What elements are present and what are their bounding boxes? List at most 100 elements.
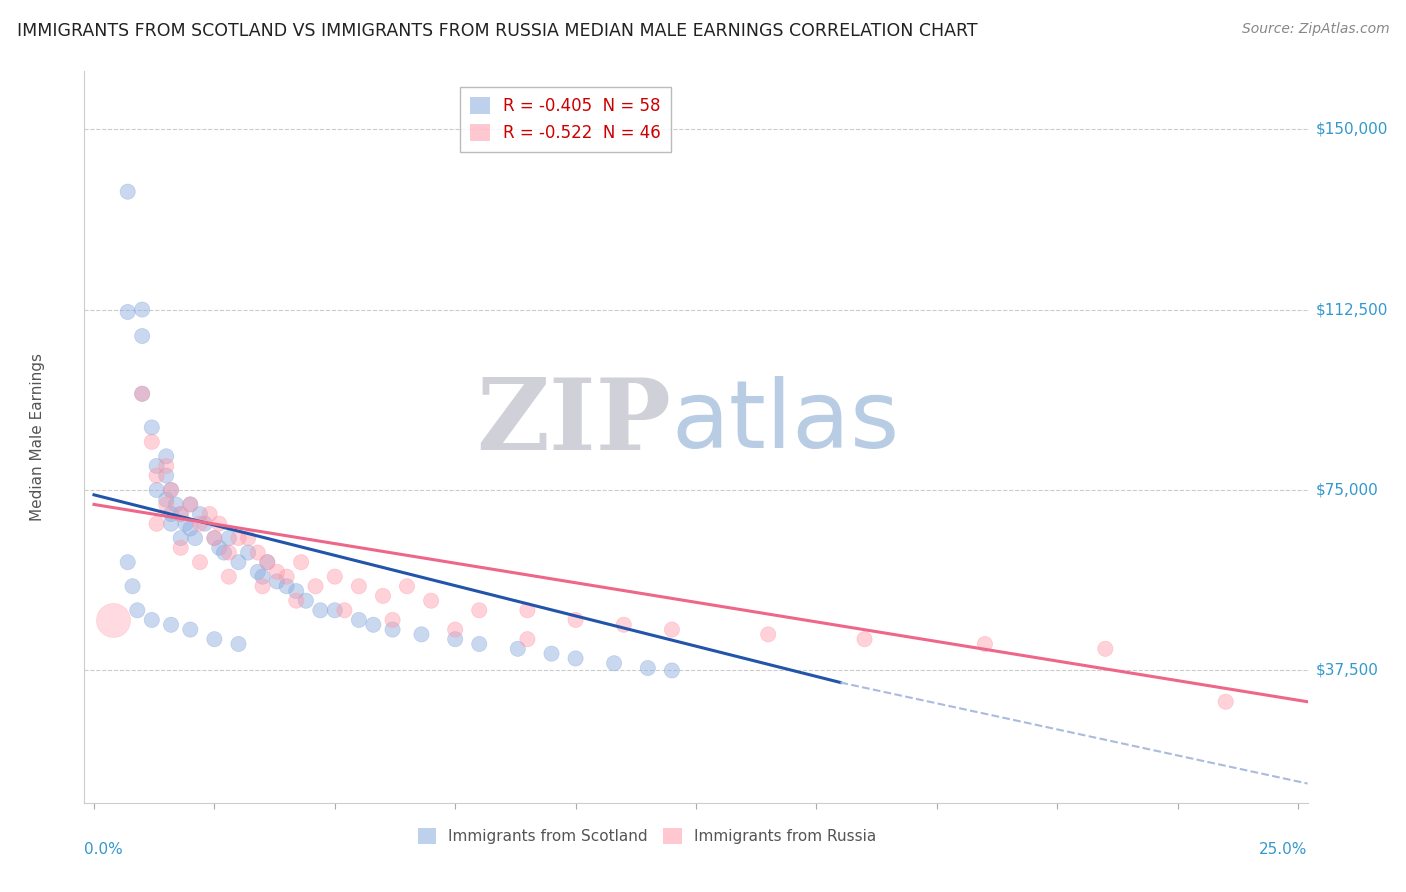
Point <box>179 498 201 512</box>
Point <box>411 627 433 641</box>
Point <box>420 593 443 607</box>
Point <box>160 516 183 531</box>
Point <box>155 498 177 512</box>
Point <box>160 483 183 497</box>
Point <box>516 603 538 617</box>
Point <box>381 623 404 637</box>
Point <box>381 613 404 627</box>
Point <box>170 507 193 521</box>
Point <box>295 593 318 607</box>
Point <box>444 632 467 647</box>
Point <box>468 603 491 617</box>
Point <box>218 545 240 559</box>
Point <box>603 657 626 671</box>
Point <box>131 386 153 401</box>
Point <box>198 507 221 521</box>
Point <box>371 589 394 603</box>
Point <box>564 651 586 665</box>
Point <box>117 555 139 569</box>
Point <box>131 302 153 317</box>
Point <box>218 569 240 583</box>
Point <box>160 617 183 632</box>
Point <box>179 521 201 535</box>
Point <box>179 498 201 512</box>
Point <box>212 545 235 559</box>
Point <box>853 632 876 647</box>
Point <box>1215 695 1237 709</box>
Text: $75,000: $75,000 <box>1316 483 1379 498</box>
Point <box>246 545 269 559</box>
Point <box>141 434 163 449</box>
Point <box>347 613 370 627</box>
Point <box>333 603 356 617</box>
Point <box>218 531 240 545</box>
Point <box>160 483 183 497</box>
Point <box>228 637 250 651</box>
Point <box>160 507 183 521</box>
Point <box>188 516 211 531</box>
Point <box>323 569 346 583</box>
Point <box>145 468 167 483</box>
Point <box>661 664 683 678</box>
Point <box>145 483 167 497</box>
Point <box>347 579 370 593</box>
Point <box>661 623 683 637</box>
Point <box>290 555 312 569</box>
Text: $150,000: $150,000 <box>1316 121 1388 136</box>
Point <box>540 647 562 661</box>
Text: Source: ZipAtlas.com: Source: ZipAtlas.com <box>1241 22 1389 37</box>
Point <box>184 531 207 545</box>
Point <box>564 613 586 627</box>
Point <box>256 555 278 569</box>
Point <box>613 617 636 632</box>
Point <box>188 507 211 521</box>
Point <box>141 420 163 434</box>
Point <box>285 593 308 607</box>
Point <box>395 579 418 593</box>
Point <box>246 565 269 579</box>
Point <box>756 627 779 641</box>
Point <box>285 584 308 599</box>
Point <box>266 574 288 589</box>
Point <box>252 579 274 593</box>
Point <box>131 386 153 401</box>
Point <box>188 555 211 569</box>
Point <box>202 531 225 545</box>
Point <box>444 623 467 637</box>
Point <box>304 579 326 593</box>
Point <box>1094 641 1116 656</box>
Point <box>266 565 288 579</box>
Point <box>506 641 529 656</box>
Point <box>155 492 177 507</box>
Point <box>468 637 491 651</box>
Point <box>145 458 167 473</box>
Point <box>165 498 187 512</box>
Text: IMMIGRANTS FROM SCOTLAND VS IMMIGRANTS FROM RUSSIA MEDIAN MALE EARNINGS CORRELAT: IMMIGRANTS FROM SCOTLAND VS IMMIGRANTS F… <box>17 22 977 40</box>
Point <box>155 468 177 483</box>
Point <box>323 603 346 617</box>
Point <box>117 185 139 199</box>
Text: atlas: atlas <box>672 376 900 468</box>
Point <box>276 579 298 593</box>
Point <box>309 603 332 617</box>
Point <box>127 603 149 617</box>
Point <box>131 329 153 343</box>
Point <box>256 555 278 569</box>
Point <box>141 613 163 627</box>
Point <box>155 458 177 473</box>
Point <box>174 516 197 531</box>
Point <box>170 507 193 521</box>
Point <box>145 516 167 531</box>
Point <box>170 531 193 545</box>
Point <box>202 531 225 545</box>
Point <box>170 541 193 555</box>
Point <box>208 516 231 531</box>
Point <box>236 545 259 559</box>
Text: 0.0%: 0.0% <box>84 842 124 856</box>
Point <box>637 661 659 675</box>
Text: $112,500: $112,500 <box>1316 302 1388 317</box>
Point <box>974 637 997 651</box>
Point <box>117 305 139 319</box>
Legend: Immigrants from Scotland, Immigrants from Russia: Immigrants from Scotland, Immigrants fro… <box>412 822 883 850</box>
Point <box>179 623 201 637</box>
